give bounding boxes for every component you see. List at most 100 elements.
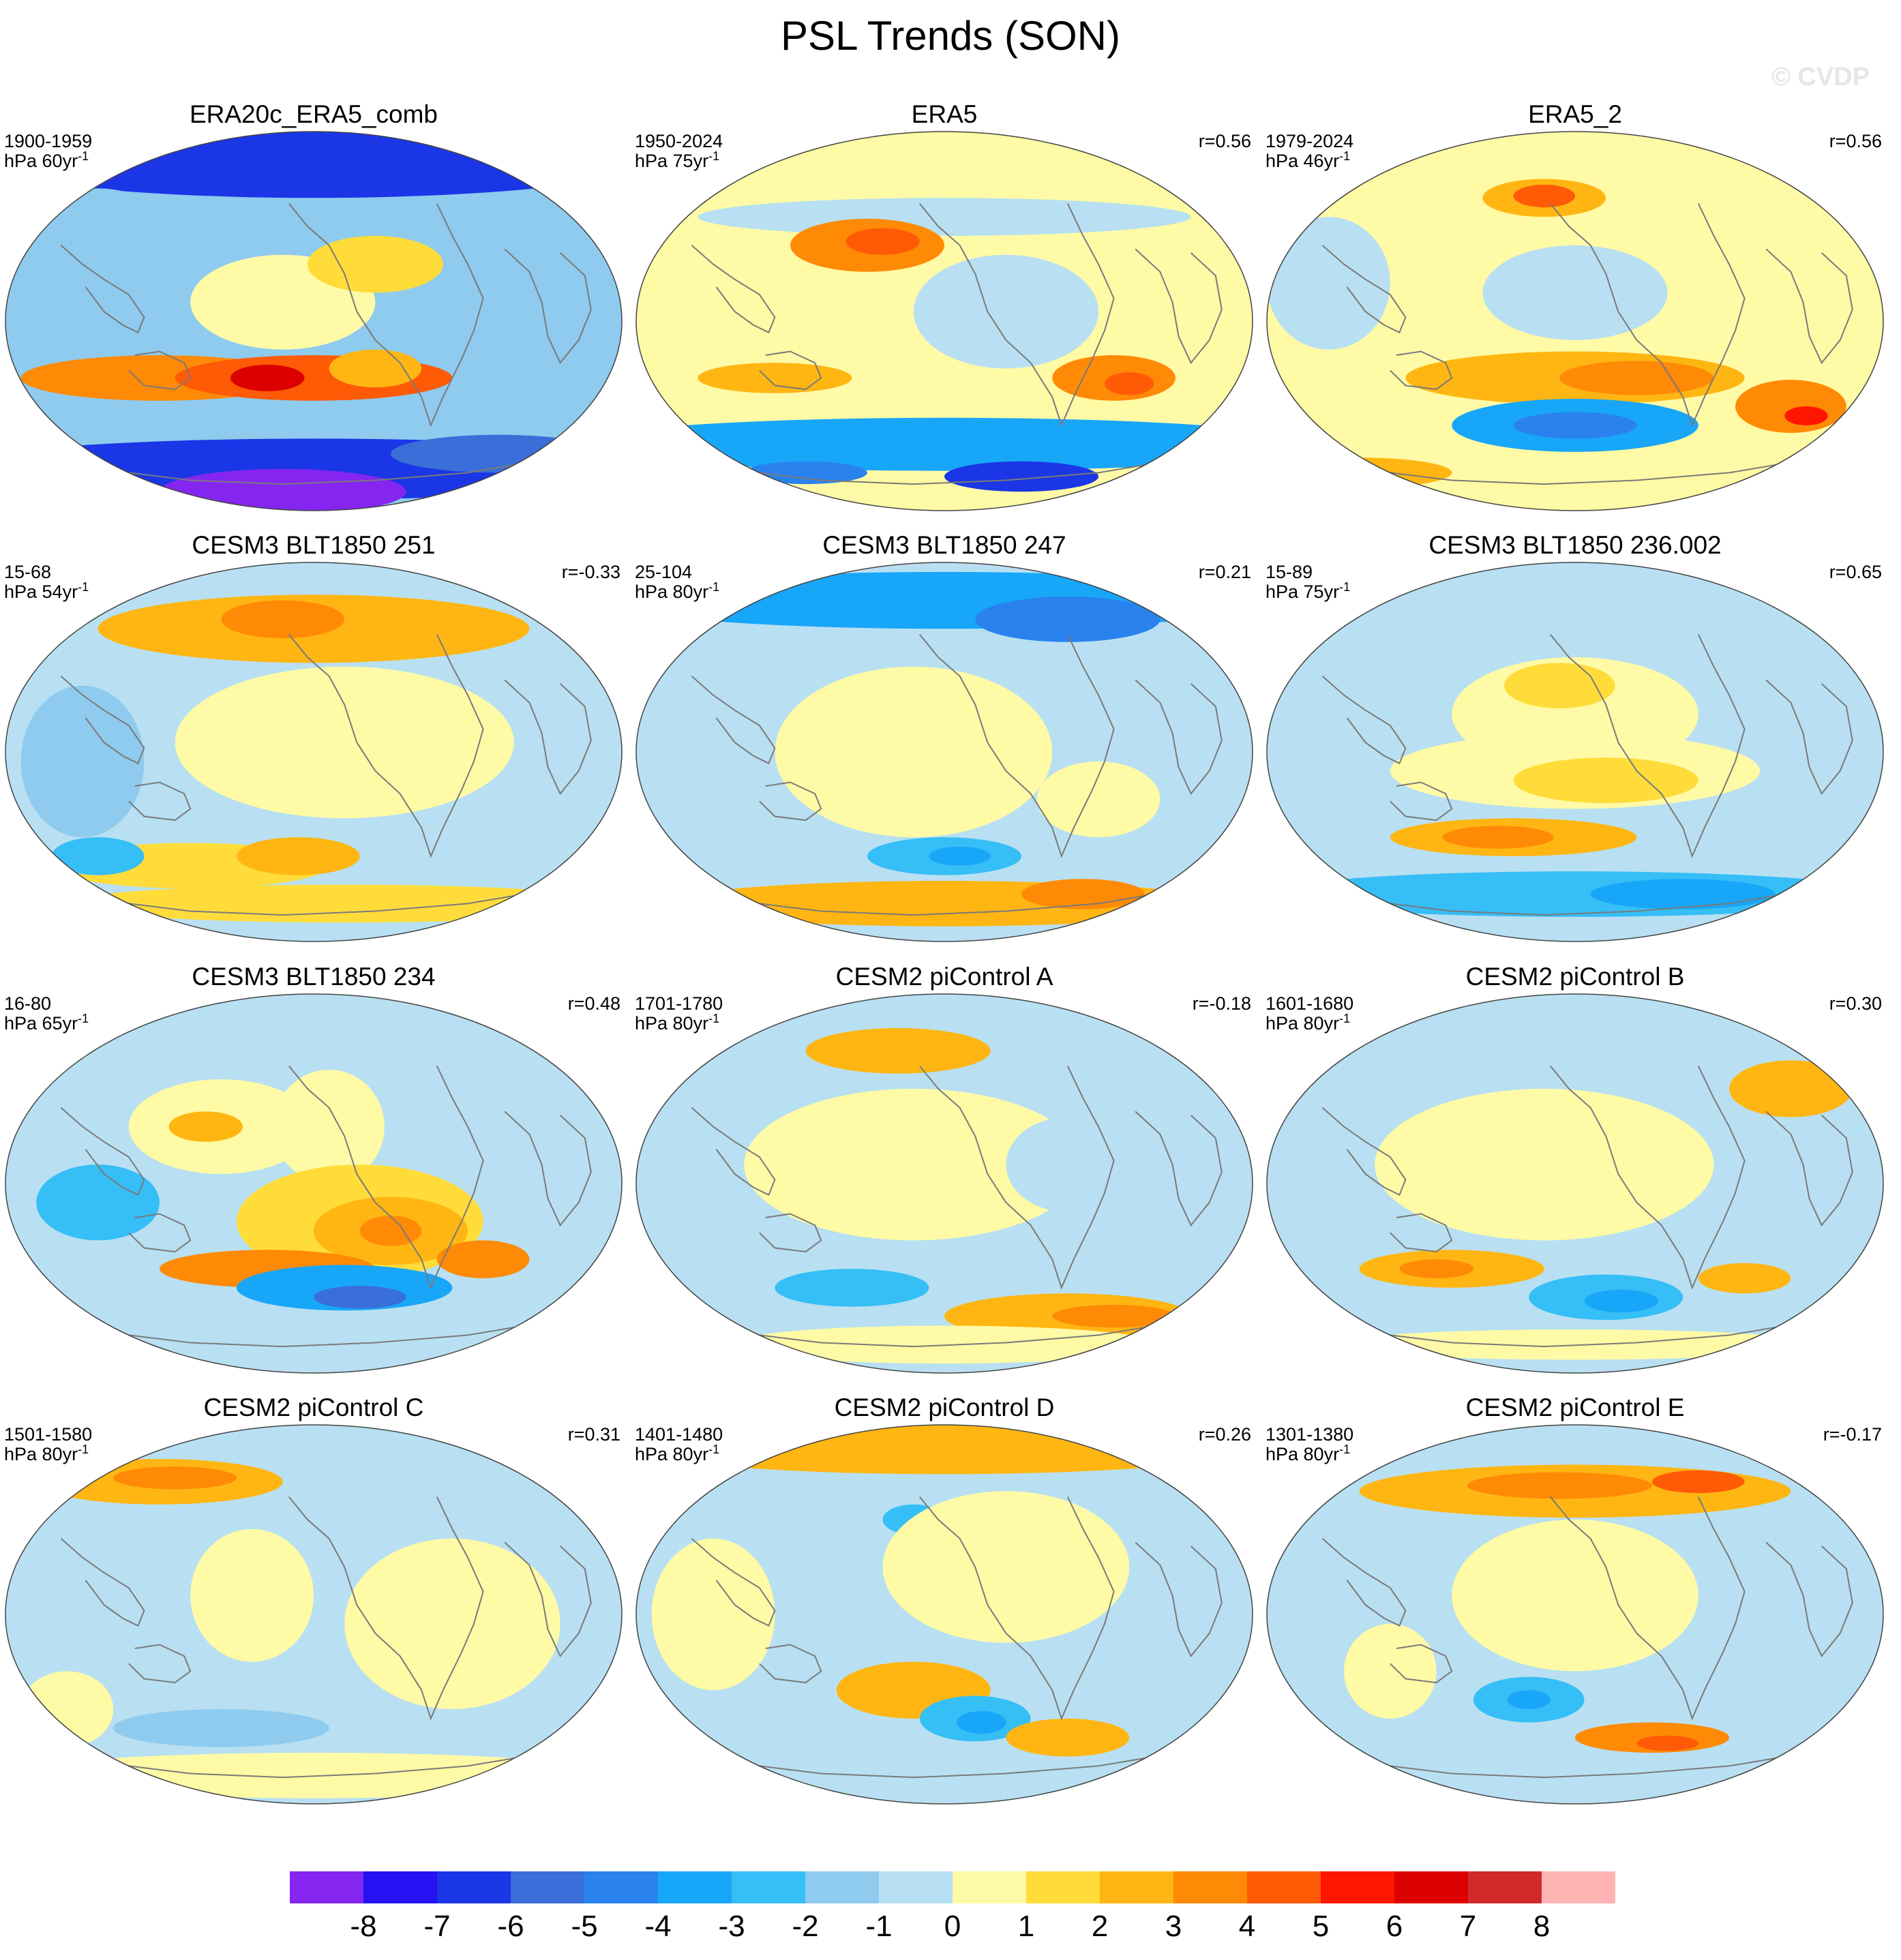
panel-trend-unit: hPa 65yr-1 <box>4 1012 89 1034</box>
colorbar-tick-label: -3 <box>718 1910 745 1943</box>
coastline <box>728 460 1167 485</box>
coastline <box>1359 460 1797 485</box>
coastline <box>759 781 822 821</box>
contour-region <box>957 1710 1006 1734</box>
contour-region <box>1021 879 1145 909</box>
figure-title: PSL Trends (SON) <box>781 13 1120 59</box>
contour-region <box>1784 406 1828 425</box>
contour-region <box>1698 1263 1791 1294</box>
contour-region <box>651 1538 775 1691</box>
panel-correlation: r=0.56 <box>1829 131 1882 151</box>
panel-trend-superscript: -1 <box>708 1012 719 1025</box>
colorbar-tick-label: -6 <box>497 1910 524 1943</box>
panel-title: CESM3 BLT1850 236.002 <box>1428 531 1721 559</box>
coastline <box>504 1111 592 1227</box>
contour-field <box>1267 1425 1883 1804</box>
contour-region <box>1344 1623 1437 1719</box>
coastline <box>1135 679 1223 796</box>
contour-region <box>744 461 867 485</box>
panel-trend-superscript: -1 <box>1339 580 1350 594</box>
coastline <box>288 633 484 858</box>
colorbar-tick-label: -7 <box>423 1910 450 1943</box>
panel-trend-superscript: -1 <box>1339 1012 1350 1025</box>
panel-trend-superscript: -1 <box>78 580 89 594</box>
coastline <box>98 1753 536 1779</box>
contour-region <box>882 1491 1130 1643</box>
contour-region <box>805 1028 991 1074</box>
coastline <box>919 202 1115 427</box>
contour-region <box>221 600 345 639</box>
contour-region <box>1729 1060 1853 1117</box>
panel-title: CESM2 piControl B <box>1466 963 1685 991</box>
colorbar-box <box>363 1871 437 1903</box>
coastline <box>98 1323 536 1348</box>
panel-correlation: r=-0.17 <box>1823 1424 1882 1445</box>
coastline <box>1359 1753 1797 1779</box>
coastline <box>1390 781 1453 821</box>
contour-region <box>1652 1470 1745 1494</box>
colorbar-box <box>290 1871 363 1903</box>
map-border <box>5 131 623 511</box>
contour-field <box>636 1425 1253 1804</box>
contour-region <box>1559 361 1714 395</box>
contour-region <box>913 254 1098 369</box>
colorbar-tick-label: 3 <box>1165 1910 1182 1943</box>
contour-region <box>1375 1089 1714 1241</box>
contour-region <box>436 1240 530 1278</box>
panel-correlation: r=0.26 <box>1199 1424 1251 1445</box>
coastline <box>728 1753 1167 1779</box>
panel-trend-superscript: -1 <box>708 580 719 594</box>
coastline <box>1550 202 1746 427</box>
coastline <box>1359 891 1797 916</box>
colorbar-box <box>1026 1871 1100 1903</box>
panel-title: CESM2 piControl E <box>1466 1393 1685 1421</box>
panel-title: CESM3 BLT1850 234 <box>192 963 435 991</box>
contour-field <box>636 132 1253 511</box>
panel-period: 15-68 <box>4 562 51 582</box>
panel-trend-unit: hPa 80yr-1 <box>635 1443 719 1464</box>
panel-trend-unit: hPa 46yr-1 <box>1266 149 1350 171</box>
colorbar-tick-label: 1 <box>1018 1910 1034 1943</box>
map-border <box>1266 993 1884 1374</box>
contour-region <box>1105 372 1154 395</box>
panel-title: CESM3 BLT1850 247 <box>822 531 1066 559</box>
coastline <box>60 1538 145 1627</box>
coastline <box>60 1107 145 1196</box>
colorbar-tick-label: -5 <box>571 1910 597 1943</box>
contour-region <box>113 1466 237 1490</box>
contour-region <box>975 597 1161 642</box>
colorbar-tick-label: -1 <box>865 1910 892 1943</box>
colorbar-box <box>511 1871 584 1903</box>
coastline <box>691 1107 776 1196</box>
coastline <box>1390 350 1453 391</box>
contour-region <box>1636 1735 1698 1751</box>
coastline <box>691 1538 776 1627</box>
contour-region <box>190 1528 314 1662</box>
contour-region <box>636 1425 1253 1475</box>
contour-region <box>67 884 622 923</box>
contour-field <box>5 562 622 941</box>
colorbar-box <box>1394 1871 1468 1903</box>
colorbar-box <box>1542 1871 1615 1903</box>
contour-region <box>1590 879 1776 909</box>
panel-correlation: r=0.56 <box>1199 131 1251 151</box>
panel-period: 1301-1380 <box>1266 1424 1353 1445</box>
coastline <box>728 1323 1167 1348</box>
coastline <box>1321 245 1407 334</box>
contour-field <box>636 562 1253 941</box>
map-border <box>635 131 1253 511</box>
panel-title: ERA5_2 <box>1528 100 1622 128</box>
contour-region <box>1513 757 1698 804</box>
colorbar-tick-label: 7 <box>1460 1910 1476 1943</box>
contour-region <box>344 1538 560 1709</box>
contour-region <box>1267 871 1883 917</box>
panel-title: CESM2 piControl D <box>835 1393 1055 1421</box>
panel-period: 15-89 <box>1266 562 1313 582</box>
coastline <box>1135 1111 1223 1227</box>
colorbar-tick-label: 6 <box>1386 1910 1403 1943</box>
colorbar-box <box>658 1871 732 1903</box>
contour-region <box>51 837 145 875</box>
